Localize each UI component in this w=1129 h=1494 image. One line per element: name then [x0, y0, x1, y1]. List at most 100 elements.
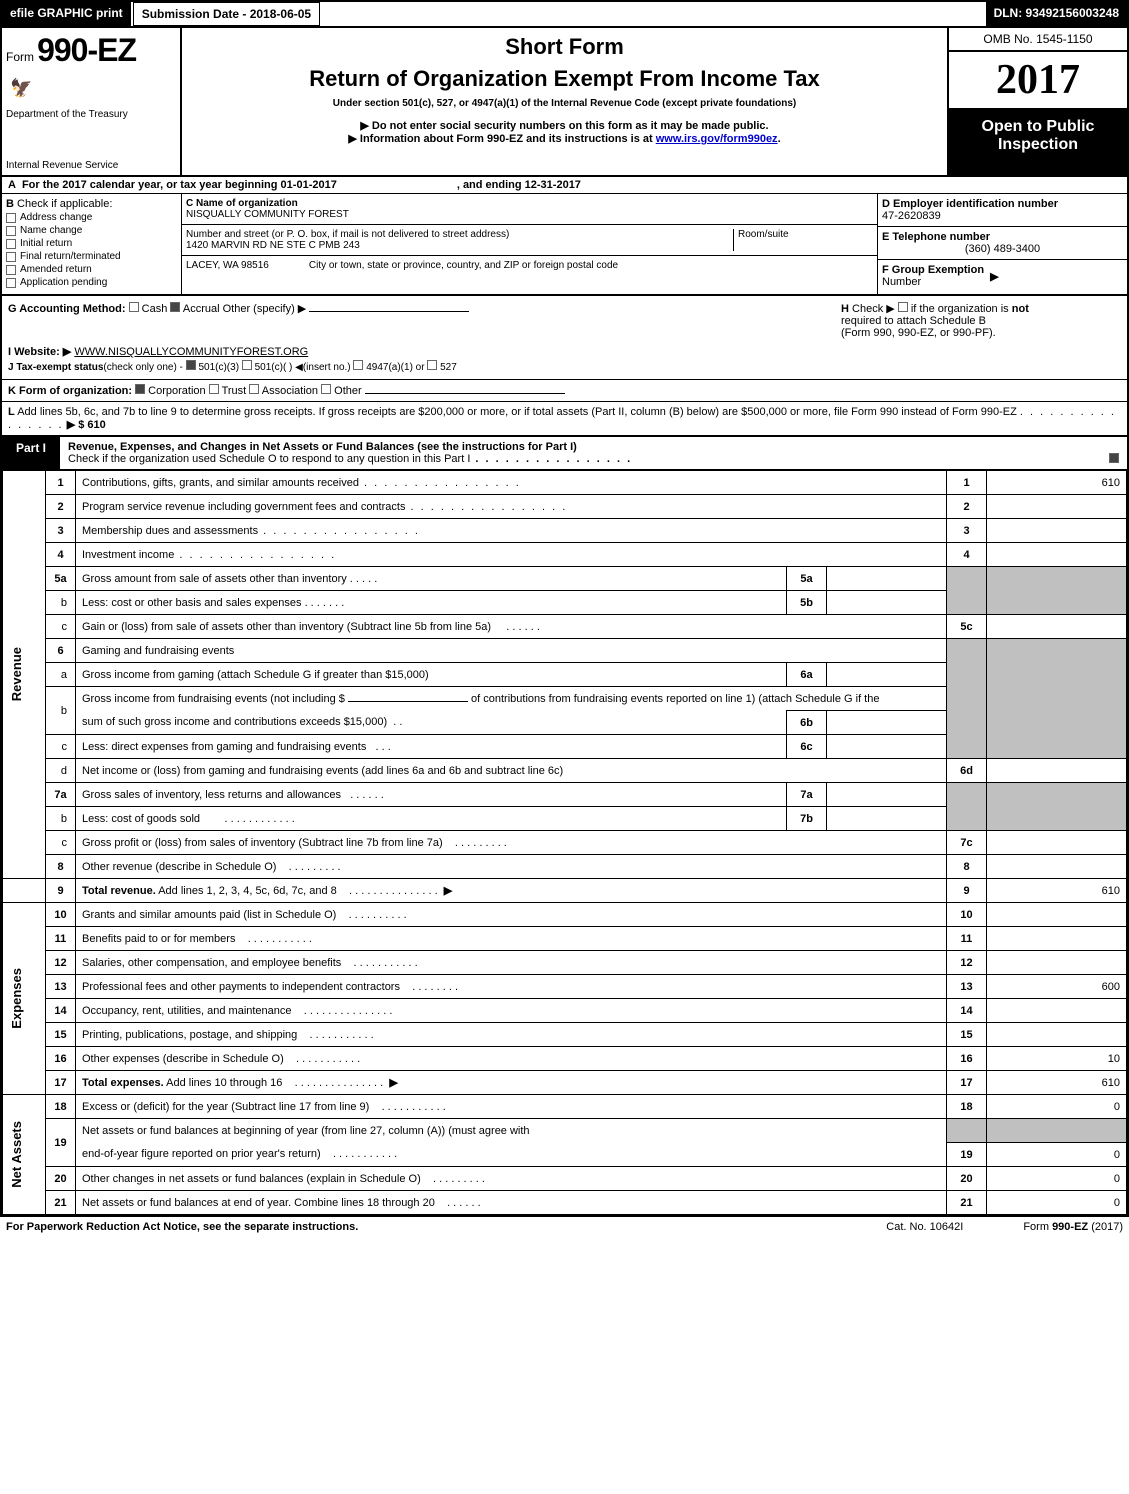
l6c-mv	[827, 735, 947, 759]
checkbox-501c3[interactable]	[186, 360, 196, 370]
line-6d: d Net income or (loss) from gaming and f…	[3, 759, 1127, 783]
checkbox-initial-return[interactable]	[6, 239, 16, 249]
ssn-warning: ▶ Do not enter social security numbers o…	[192, 119, 937, 132]
page-footer: For Paperwork Reduction Act Notice, see …	[0, 1217, 1129, 1237]
l7a-mv	[827, 783, 947, 807]
col-b: B Check if applicable: Address change Na…	[2, 194, 182, 294]
l15-rn: 15	[947, 1023, 987, 1047]
l6b-mn: 6b	[787, 711, 827, 735]
l7b-desc: Less: cost of goods sold . . . . . . . .…	[76, 807, 787, 831]
checkbox-amended[interactable]	[6, 265, 16, 275]
box-f: F Group Exemption Number ▶	[878, 260, 1127, 292]
l7a-desc: Gross sales of inventory, less returns a…	[76, 783, 787, 807]
l2-rn: 2	[947, 495, 987, 519]
l6c-num: c	[46, 735, 76, 759]
checkbox-527[interactable]	[427, 360, 437, 370]
l3-rv	[987, 519, 1127, 543]
d-label: D Employer identification number	[882, 198, 1123, 210]
website-url[interactable]: WWW.NISQUALLYCOMMUNITYFOREST.ORG	[74, 346, 308, 358]
l7-greyv	[987, 783, 1127, 831]
l10-desc: Grants and similar amounts paid (list in…	[76, 903, 947, 927]
l6d-rv	[987, 759, 1127, 783]
checkbox-other[interactable]	[321, 384, 331, 394]
l16-desc: Other expenses (describe in Schedule O) …	[76, 1047, 947, 1071]
l12-rn: 12	[947, 951, 987, 975]
l15-desc: Printing, publications, postage, and shi…	[76, 1023, 947, 1047]
under-section-text: Under section 501(c), 527, or 4947(a)(1)…	[192, 98, 937, 109]
l19-grey	[947, 1119, 987, 1143]
checkbox-trust[interactable]	[209, 384, 219, 394]
line-6: 6 Gaming and fundraising events	[3, 639, 1127, 663]
l12-desc: Salaries, other compensation, and employ…	[76, 951, 947, 975]
expenses-vert-label: Expenses	[3, 903, 46, 1095]
checkbox-4947[interactable]	[353, 360, 363, 370]
checkbox-address-change[interactable]	[6, 213, 16, 223]
dept-irs: Internal Revenue Service	[6, 160, 176, 171]
checkbox-corp[interactable]	[135, 384, 145, 394]
l13-rv: 600	[987, 975, 1127, 999]
l3-desc: Membership dues and assessments	[76, 519, 947, 543]
l20-rn: 20	[947, 1167, 987, 1191]
header-left: Form 990-EZ 🦅 Department of the Treasury…	[2, 28, 182, 175]
l7a-num: 7a	[46, 783, 76, 807]
l16-rn: 16	[947, 1047, 987, 1071]
l18-num: 18	[46, 1095, 76, 1119]
l20-rv: 0	[987, 1167, 1127, 1191]
submission-date: Submission Date - 2018-06-05	[133, 2, 320, 26]
l8-rn: 8	[947, 855, 987, 879]
l6b-num: b	[46, 687, 76, 735]
l6b-mv	[827, 711, 947, 735]
l19-desc2: end-of-year figure reported on prior yea…	[76, 1143, 947, 1167]
l7c-num: c	[46, 831, 76, 855]
k-label: K Form of organization:	[8, 385, 132, 397]
checkbox-cash[interactable]	[129, 302, 139, 312]
c-city-block: LACEY, WA 98516 City or town, state or p…	[182, 256, 877, 275]
checkbox-assoc[interactable]	[249, 384, 259, 394]
l4-rn: 4	[947, 543, 987, 567]
l15-rv	[987, 1023, 1127, 1047]
form-prefix: Form	[6, 50, 34, 64]
l21-rn: 21	[947, 1191, 987, 1215]
efile-print-button[interactable]: efile GRAPHIC print	[2, 2, 133, 26]
l-label: L	[8, 406, 15, 418]
check-if-applicable: Check if applicable:	[17, 198, 112, 210]
l11-rv	[987, 927, 1127, 951]
l6c-desc: Less: direct expenses from gaming and fu…	[76, 735, 787, 759]
label-a: A	[8, 179, 16, 191]
open-to-public: Open to Public Inspection	[949, 110, 1127, 175]
checkbox-app-pending[interactable]	[6, 278, 16, 288]
l14-desc: Occupancy, rent, utilities, and maintena…	[76, 999, 947, 1023]
netassets-vert-label: Net Assets	[3, 1095, 46, 1215]
l6d-num: d	[46, 759, 76, 783]
checkbox-h[interactable]	[898, 302, 908, 312]
l19-num: 19	[46, 1119, 76, 1167]
checkbox-accrual[interactable]	[170, 302, 180, 312]
l7c-desc: Gross profit or (loss) from sales of inv…	[76, 831, 947, 855]
ein-value: 47-2620839	[882, 210, 1123, 222]
line-7a: 7a Gross sales of inventory, less return…	[3, 783, 1127, 807]
checkbox-final-return[interactable]	[6, 252, 16, 262]
checkbox-schedule-o[interactable]	[1109, 453, 1119, 463]
box-d: D Employer identification number 47-2620…	[878, 194, 1127, 227]
revenue-vert-label: Revenue	[3, 471, 46, 879]
checkbox-501c[interactable]	[242, 360, 252, 370]
checkbox-name-change[interactable]	[6, 226, 16, 236]
k-corp: Corporation	[148, 385, 205, 397]
irs-link[interactable]: www.irs.gov/form990ez	[656, 133, 778, 145]
j-o2: 501(c)( ) ◀(insert no.)	[255, 362, 351, 373]
city-label: City or town, state or province, country…	[309, 260, 618, 271]
phone-value: (360) 489-3400	[882, 243, 1123, 255]
l9-rv: 610	[987, 879, 1127, 903]
form-number: 990-EZ	[37, 32, 136, 68]
opt-app-pending: Application pending	[20, 277, 107, 288]
opt-initial-return: Initial return	[20, 238, 72, 249]
l11-num: 11	[46, 927, 76, 951]
h-check: Check ▶	[852, 303, 895, 315]
info-pre: ▶ Information about Form 990-EZ and its …	[348, 133, 655, 145]
l5b-desc: Less: cost or other basis and sales expe…	[76, 591, 787, 615]
l13-rn: 13	[947, 975, 987, 999]
l5c-num: c	[46, 615, 76, 639]
l21-desc: Net assets or fund balances at end of ye…	[76, 1191, 947, 1215]
line-12: 12 Salaries, other compensation, and emp…	[3, 951, 1127, 975]
l7a-mn: 7a	[787, 783, 827, 807]
